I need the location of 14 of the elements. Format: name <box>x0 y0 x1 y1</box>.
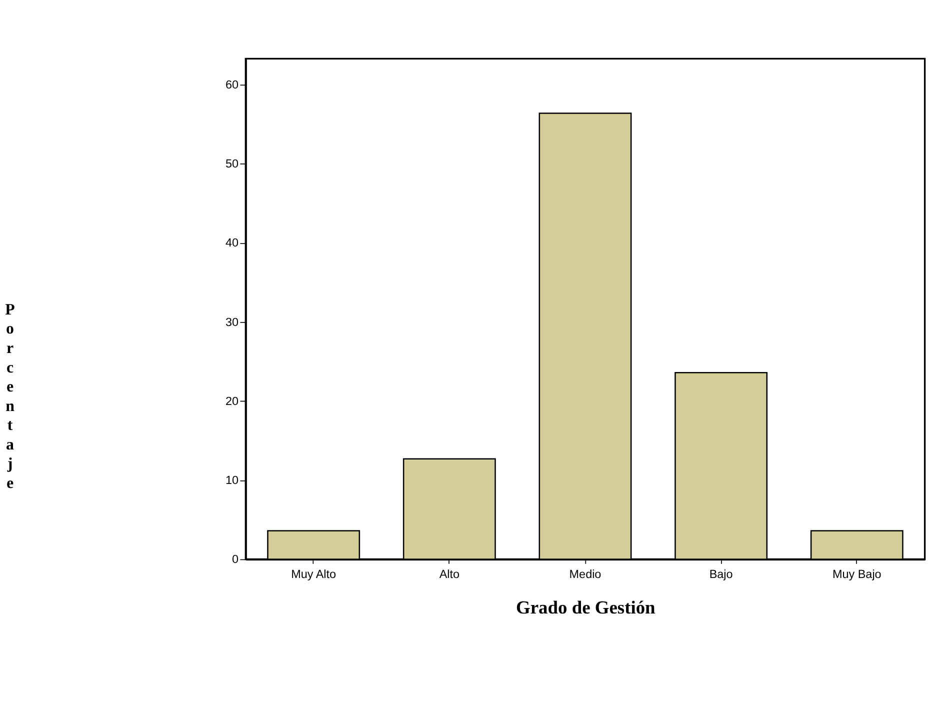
y-tick-label: 40 <box>225 236 240 250</box>
text: Porcentaje <box>5 301 15 492</box>
x-axis-title: Grado de Gestión <box>516 597 656 618</box>
y-tick-label: 60 <box>225 78 240 92</box>
y-tick-label: 0 <box>232 553 240 566</box>
y-tick-label: 20 <box>225 394 240 408</box>
y-tick-label: 30 <box>225 316 240 329</box>
x-tick-label: Bajo <box>709 568 734 582</box>
x-tick-label: Alto <box>439 568 460 582</box>
x-tick-label: Muy Bajo <box>832 568 882 582</box>
y-tick-label: 50 <box>225 158 240 171</box>
y-tick-label: 10 <box>225 474 240 487</box>
x-tick-label: Muy Alto <box>291 568 337 582</box>
x-tick-label: Medio <box>569 568 602 582</box>
